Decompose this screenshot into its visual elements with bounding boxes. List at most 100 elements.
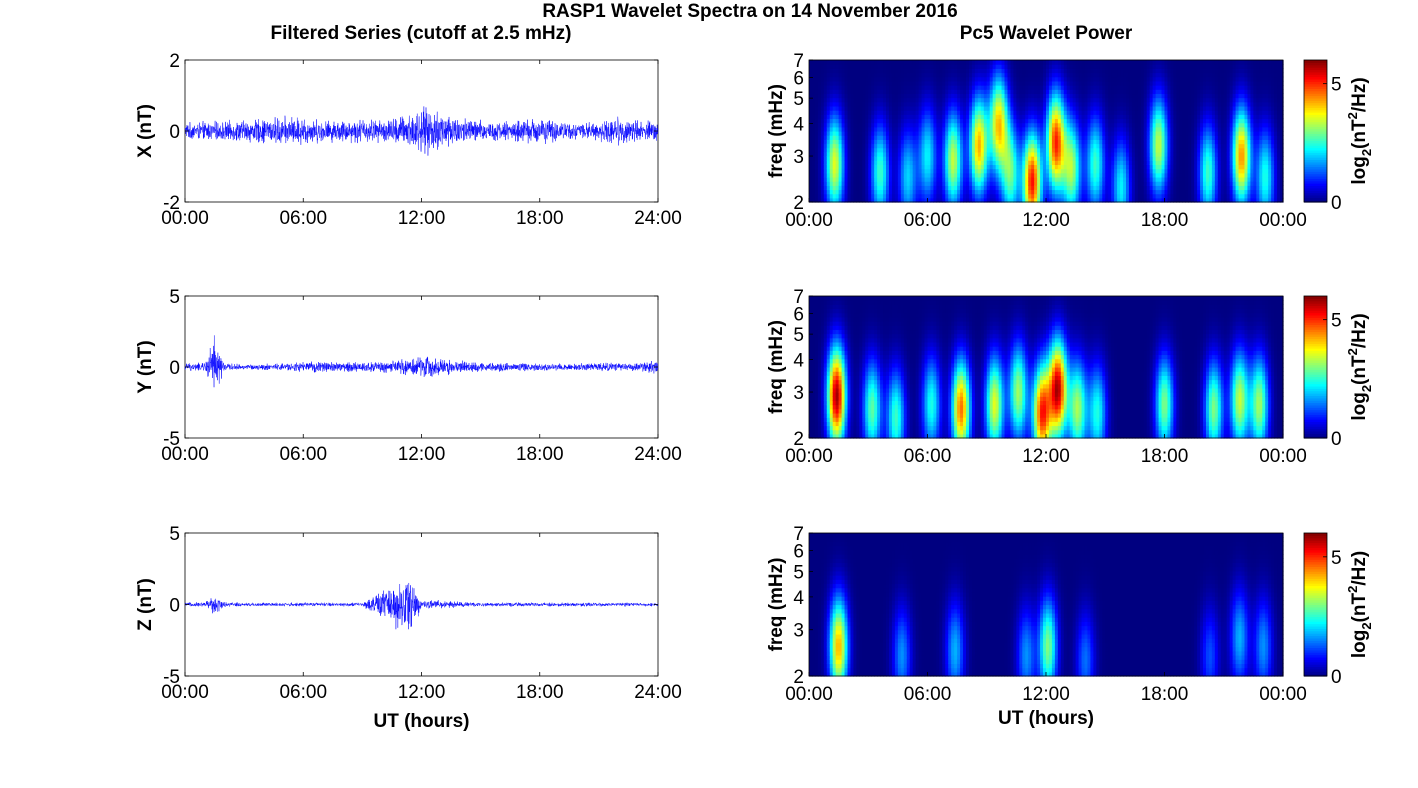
- heatmap-cell: [868, 126, 872, 132]
- heatmap-cell: [903, 126, 908, 132]
- heatmap-cell: [856, 151, 860, 157]
- heatmap-cell: [835, 160, 840, 166]
- heatmap-cell: [835, 110, 840, 115]
- heatmap-cell: [903, 185, 908, 191]
- heatmap-cell: [877, 147, 881, 153]
- heatmap-cell: [835, 185, 840, 191]
- heatmap-cell: [862, 126, 866, 132]
- heatmap-cell: [897, 85, 902, 90]
- heatmap-cell: [811, 93, 816, 99]
- heatmap-cell: [912, 189, 917, 195]
- heatmap-cell: [847, 160, 852, 166]
- heatmap-cell: [835, 143, 840, 149]
- heatmap-cell: [835, 131, 840, 136]
- heatmap-cell: [871, 118, 875, 124]
- heatmap-cell: [871, 176, 875, 182]
- heatmap-cell: [921, 110, 926, 115]
- heatmap-cell: [883, 147, 887, 153]
- heatmap-cell: [880, 172, 884, 178]
- heatmap-cell: [809, 135, 813, 140]
- heatmap-cell: [894, 68, 899, 74]
- heatmap-cell: [918, 189, 923, 195]
- heatmap-cell: [891, 101, 896, 107]
- heatmap-cell: [903, 68, 908, 74]
- heatmap-cell: [888, 118, 893, 124]
- heatmap-cell: [809, 72, 813, 78]
- heatmap-cell: [927, 168, 932, 174]
- heatmap-cell: [897, 101, 902, 107]
- heatmap-cell: [829, 193, 834, 199]
- heatmap-cell: [829, 105, 834, 111]
- heatmap-cell: [871, 126, 875, 132]
- heatmap-cell: [838, 181, 843, 186]
- heatmap-cell: [823, 160, 828, 166]
- heatmap-cell: [814, 143, 819, 149]
- heatmap-cell: [927, 143, 932, 149]
- heatmap-cell: [939, 164, 943, 170]
- heatmap-cell: [886, 197, 890, 203]
- heatmap-cell: [847, 110, 852, 115]
- heatmap-cell: [850, 143, 855, 149]
- heatmap-cell: [951, 143, 955, 149]
- heatmap-cell: [909, 131, 914, 136]
- heatmap-cell: [900, 89, 905, 95]
- heatmap-cell: [909, 181, 914, 186]
- heatmap-cell: [871, 101, 875, 107]
- heatmap-cell: [811, 80, 816, 86]
- heatmap-cell: [832, 105, 837, 111]
- heatmap-cell: [903, 122, 908, 128]
- heatmap-cell: [865, 89, 869, 95]
- heatmap-cell: [921, 151, 926, 157]
- heatmap-cell: [954, 164, 958, 170]
- heatmap-cell: [817, 110, 822, 115]
- heatmap-cell: [865, 68, 869, 74]
- heatmap-cell: [883, 189, 887, 195]
- heatmap-cell: [894, 80, 899, 86]
- heatmap-cell: [886, 105, 890, 111]
- heatmap-cell: [844, 114, 849, 120]
- heatmap-cell: [841, 105, 846, 111]
- heatmap-cell: [912, 64, 917, 69]
- heatmap-cell: [891, 156, 896, 161]
- heatmap-cell: [897, 97, 902, 103]
- heatmap-cell: [820, 85, 825, 90]
- heatmap-cell: [927, 60, 932, 65]
- heatmap-cell: [874, 118, 878, 124]
- heatmap-cell: [847, 172, 852, 178]
- heatmap-cell: [877, 172, 881, 178]
- heatmap-cell: [954, 168, 958, 174]
- x-tick-label: 00:00: [161, 208, 209, 229]
- heatmap-cell: [850, 72, 855, 78]
- heatmap-cell: [886, 72, 890, 78]
- heatmap-cell: [888, 135, 893, 140]
- heatmap-cell: [954, 172, 958, 178]
- heatmap-cell: [915, 151, 920, 157]
- heatmap-cell: [859, 110, 863, 115]
- heatmap-cell: [841, 193, 846, 199]
- heatmap-cell: [894, 164, 899, 170]
- heatmap-cell: [921, 185, 926, 191]
- heatmap-cell: [945, 193, 949, 199]
- heatmap-cell: [871, 135, 875, 140]
- heatmap-cell: [897, 156, 902, 161]
- heatmap-cell: [903, 193, 908, 199]
- heatmap-cell: [900, 172, 905, 178]
- heatmap-cell: [888, 147, 893, 153]
- heatmap-cell: [844, 118, 849, 124]
- heatmap-cell: [948, 76, 952, 82]
- heatmap-cell: [948, 114, 952, 120]
- heatmap-cell: [945, 143, 949, 149]
- heatmap-cell: [930, 101, 935, 107]
- heatmap-cell: [930, 135, 935, 140]
- heatmap-cell: [894, 168, 899, 174]
- heatmap-cell: [862, 131, 866, 136]
- heatmap-cell: [865, 176, 869, 182]
- heatmap-cell: [865, 60, 869, 65]
- heatmap-cell: [948, 185, 952, 191]
- heatmap-cell: [900, 80, 905, 86]
- heatmap-cell: [927, 122, 932, 128]
- heatmap-cell: [948, 80, 952, 86]
- heatmap-cell: [903, 101, 908, 107]
- heatmap-cell: [868, 72, 872, 78]
- heatmap-cell: [832, 89, 837, 95]
